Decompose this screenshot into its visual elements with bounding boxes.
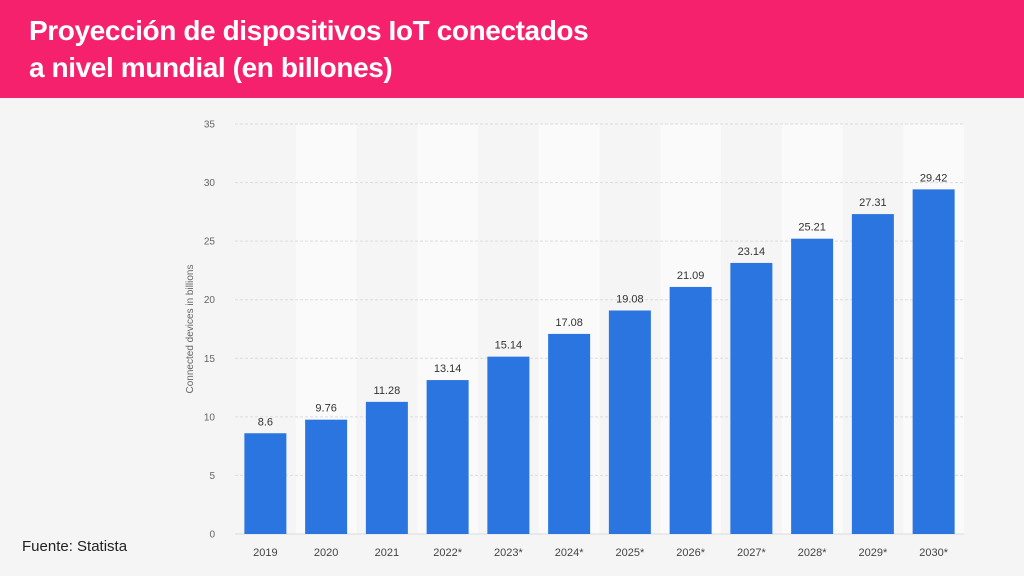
bar-2030 — [912, 189, 955, 534]
x-tick-label: 2024* — [555, 547, 584, 559]
bar-2019 — [244, 433, 287, 534]
value-label: 9.76 — [315, 403, 336, 415]
value-label: 11.28 — [374, 385, 401, 397]
value-label: 27.31 — [859, 197, 887, 209]
y-tick-label: 25 — [204, 237, 216, 248]
y-tick-label: 5 — [209, 471, 215, 482]
bar-2023 — [487, 356, 530, 534]
value-label: 15.14 — [495, 340, 523, 352]
x-tick-label: 2029* — [858, 547, 887, 559]
value-label: 13.14 — [434, 363, 462, 375]
y-tick-label: 10 — [204, 412, 216, 423]
x-tick-label: 2028* — [798, 547, 827, 559]
x-tick-label: 2019 — [253, 547, 277, 559]
bar-2029 — [851, 214, 894, 534]
chart-title-line-1: Proyección de dispositivos IoT conectado… — [29, 15, 589, 46]
chart-area: 0 5 10 15 20 25 30 35 Connected devices in billi… — [0, 98, 1024, 576]
bar-2021 — [365, 401, 408, 534]
x-tick-label: 2023* — [494, 547, 523, 559]
value-label: 21.09 — [677, 270, 705, 282]
x-tick-label: 2022* — [433, 547, 462, 559]
value-label: 17.08 — [555, 317, 583, 329]
x-tick-label: 2030* — [919, 547, 948, 559]
y-tick-label: 15 — [204, 354, 216, 365]
bar-2020 — [305, 419, 348, 534]
y-tick-label: 0 — [209, 530, 215, 541]
y-axis-label: Connected devices in billions — [185, 265, 196, 394]
x-tick-label: 2026* — [676, 547, 705, 559]
x-tick-label: 2020 — [314, 547, 338, 559]
bar-2024 — [548, 333, 591, 534]
bar-2027 — [730, 262, 773, 534]
source-note: Fuente: Statista — [22, 538, 128, 555]
y-tick-label: 20 — [204, 295, 216, 306]
x-tick-label: 2021 — [375, 547, 399, 559]
header-banner: Proyección de dispositivos IoT conectado… — [0, 0, 1024, 98]
y-tick-label: 35 — [204, 120, 216, 131]
bar-2028 — [791, 238, 834, 534]
value-label: 19.08 — [616, 293, 644, 305]
y-tick-label: 30 — [204, 178, 216, 189]
chart-title: Proyección de dispositivos IoT conectado… — [29, 12, 929, 86]
value-label: 25.21 — [798, 222, 826, 234]
bar-2022 — [426, 380, 469, 534]
chart-title-line-2: a nivel mundial (en billones) — [29, 52, 393, 83]
value-label: 8.6 — [258, 416, 273, 428]
bar-chart: 0 5 10 15 20 25 30 35 Connected devices in billi… — [185, 120, 964, 559]
x-tick-label: 2027* — [737, 547, 766, 559]
x-tick-label: 2025* — [615, 547, 644, 559]
bar-2026 — [669, 286, 712, 534]
value-label: 23.14 — [738, 246, 766, 258]
value-label: 29.42 — [920, 172, 948, 184]
bar-2025 — [608, 310, 651, 534]
